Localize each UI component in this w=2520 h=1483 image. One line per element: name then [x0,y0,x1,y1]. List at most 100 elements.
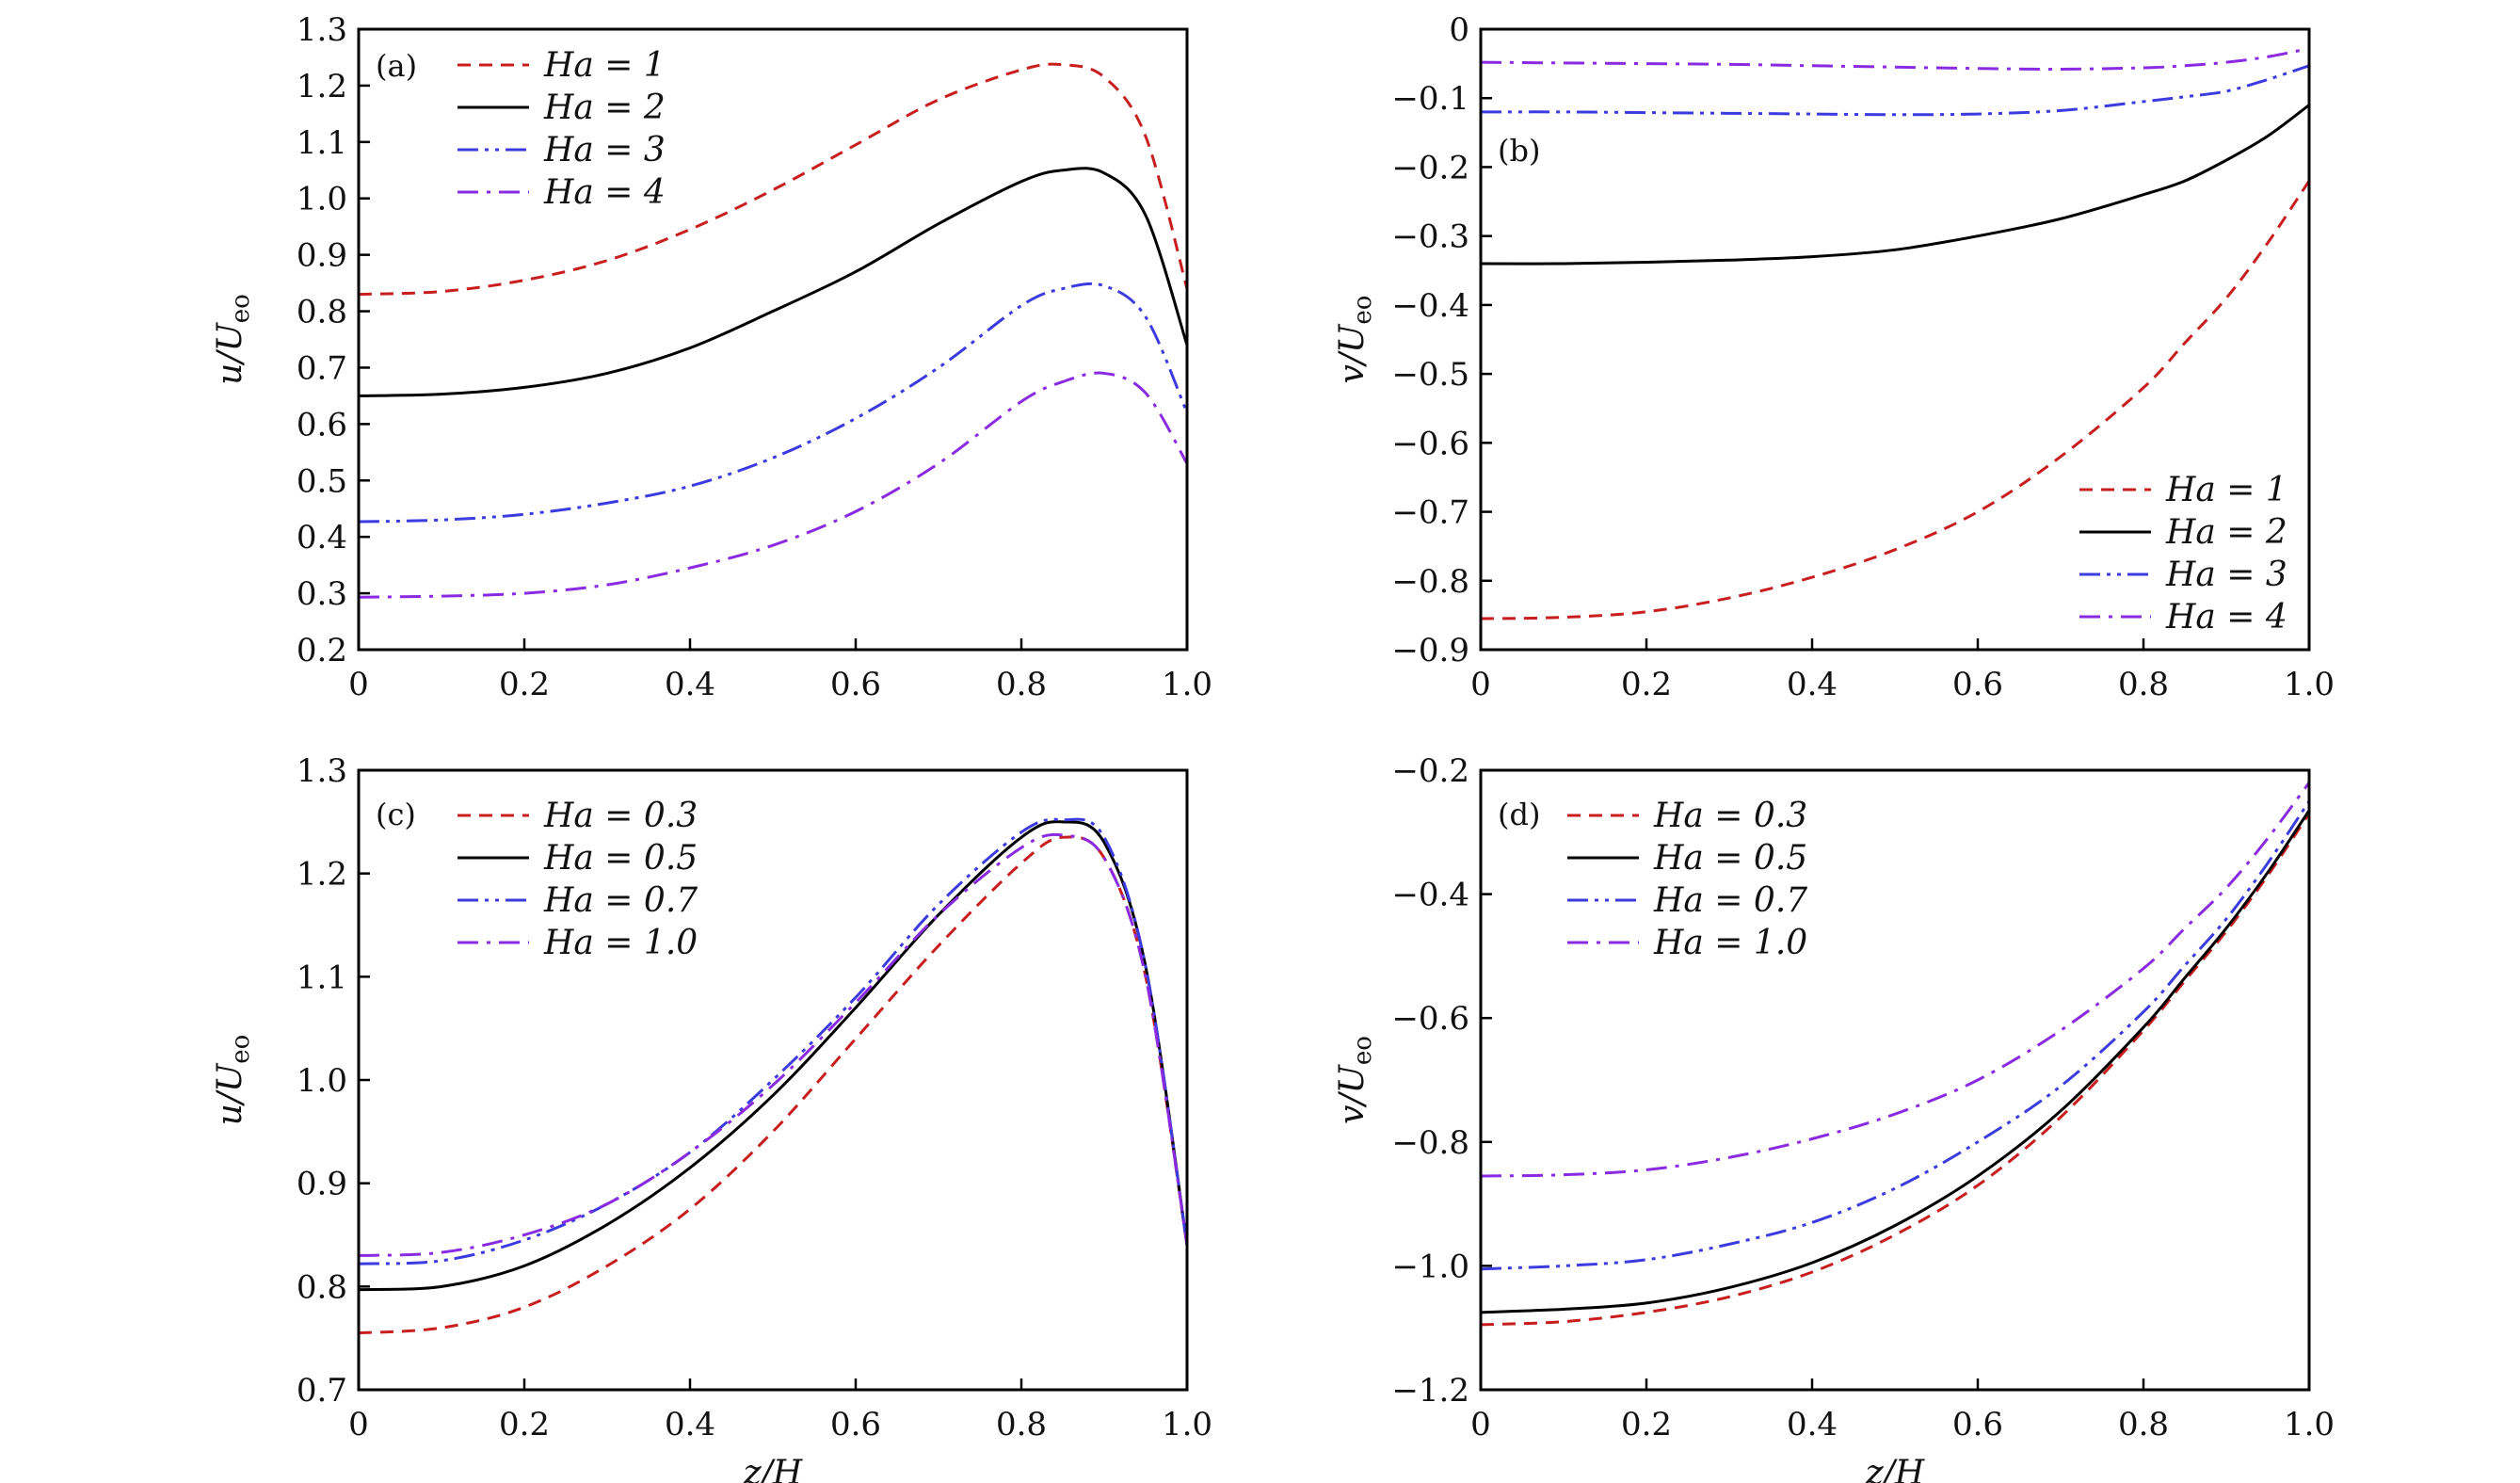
y-tick-label: 0.8 [297,1268,347,1306]
legend-item: Ha = 0.3 [457,797,698,835]
legend-label: Ha = 0.5 [543,839,698,878]
y-axis-label-main: u/U [211,322,249,385]
y-axis-label: v/Ueo [1333,1036,1377,1124]
legend-label: Ha = 0.7 [1653,881,1807,920]
y-tick-label: −0.4 [1391,287,1469,325]
x-tick-label: 0.8 [2118,666,2169,703]
series-line-ha4 [1481,47,2309,71]
x-tick-label: 0.6 [830,1406,881,1443]
x-tick-label: 0.6 [830,666,881,703]
x-tick-label: 0 [348,1406,369,1443]
legend-item: Ha = 1.0 [457,924,698,962]
legend-label: Ha = 4 [2165,598,2287,637]
panel-label: (a) [376,48,417,84]
y-tick-label: −0.2 [1391,752,1469,790]
legend-item: Ha = 3 [2079,556,2287,594]
panel-c: 0 0.2 0.4 0.6 0.8 1.0 0.7 0.8 0.9 1.0 1.1 1.2 1.3 Ha … [211,752,1212,1483]
series-line-ha1.0 [1481,782,2309,1178]
y-axis-label-main: u/U [211,1062,249,1125]
y-tick-label: −0.8 [1391,563,1469,601]
y-axis-label: u/Ueo [211,294,255,385]
x-tick-label: 1.0 [2284,1406,2335,1443]
x-tick-label: 1.0 [1162,666,1212,703]
legend-item: Ha = 4 [457,173,666,212]
legend-label: Ha = 1 [543,46,666,85]
y-tick-label: 1.1 [297,959,347,996]
x-tick-label: 1.0 [2284,666,2335,703]
y-axis-label-main: v/U [1333,323,1372,383]
legend-label: Ha = 1.0 [1653,924,1807,962]
y-tick-label: 0.9 [297,237,347,275]
y-tick-label: 1.2 [297,68,347,105]
y-tick-label: −0.8 [1391,1124,1469,1162]
series-line-ha0.7 [359,817,1187,1265]
y-tick-label: 0.6 [297,406,347,443]
legend-label: Ha = 0.3 [543,797,698,835]
legend-label: Ha = 0.7 [543,881,698,920]
legend-label: Ha = 0.3 [1653,797,1807,835]
y-tick-label: −0.3 [1391,218,1469,256]
y-axis-label-main: v/U [1333,1063,1372,1123]
x-tick-label: 0.2 [1621,1406,1672,1443]
legend-label: Ha = 1 [2165,471,2287,509]
x-tick-label: 0 [1470,666,1491,703]
series-line-ha3 [1481,64,2309,117]
y-tick-label: 0 [1449,11,1469,49]
panel-a: 0 0.2 0.4 0.6 0.8 1.00.20.30.40.50.60.70.80.9… [211,11,1212,703]
y-tick-label: 0.7 [297,349,347,387]
y-tick-label: −0.6 [1391,425,1469,462]
y-tick-label: 1.0 [297,181,347,218]
legend-item: Ha = 2 [457,89,666,127]
x-tick-label: 0.8 [996,1406,1047,1443]
series-line-ha2 [1481,104,2309,266]
x-tick-label: 0.8 [996,666,1047,703]
y-tick-label: 0.2 [297,632,347,669]
series-line-ha3 [359,282,1187,524]
series-line-ha1.0 [359,832,1187,1257]
legend-item: Ha = 3 [457,131,666,169]
series-line-ha0.7 [1481,800,2309,1271]
y-tick-label: 1.3 [297,11,347,49]
plot-frame [1479,27,2311,652]
series-line-ha1 [359,62,1187,297]
panel-label: (c) [376,797,416,832]
y-tick-label: −0.9 [1391,632,1469,669]
legend-item: Ha = 0.5 [457,839,698,878]
y-tick-label: −1.2 [1391,1372,1469,1410]
y-tick-label: 1.1 [297,124,347,162]
series-line-ha0.5 [359,820,1187,1292]
x-tick-label: 0.4 [1787,1406,1838,1443]
series-line-ha4 [359,371,1187,599]
legend-label: Ha = 1.0 [543,924,698,962]
x-tick-label: 0.2 [499,666,550,703]
legend-label: Ha = 2 [2165,513,2287,552]
panel-label: (d) [1498,797,1540,832]
y-axis-label-sub: eo [1349,296,1377,325]
y-tick-label: 1.2 [297,856,347,894]
x-axis-label: z/H [1865,1454,1925,1483]
y-axis-label-sub: eo [1349,1036,1377,1065]
x-tick-label: 0 [1470,1406,1491,1443]
y-tick-label: −0.5 [1391,356,1469,394]
series-line-ha2 [359,167,1187,397]
y-tick-label: −0.7 [1391,494,1469,532]
x-tick-label: 0.4 [665,666,715,703]
legend-label: Ha = 4 [543,173,666,212]
y-axis-label-sub: eo [227,294,255,323]
series-line-ha1 [1481,180,2309,621]
y-axis-label: u/Ueo [211,1035,255,1126]
y-tick-label: 0.9 [297,1166,347,1203]
legend-item: Ha = 1 [2079,471,2287,509]
x-tick-label: 0.6 [1952,1406,2003,1443]
legend-item: Ha = 0.5 [1567,839,1807,878]
legend-item: Ha = 4 [2079,598,2287,637]
panel-b: 0 0.2 0.4 0.6 0.8 1.0 −0.9 −0.8 −0.7 −0.6 −0.5 −0.4… [1333,11,2335,703]
plot-frame [357,27,1189,652]
panel-d: 0 0.2 0.4 0.6 0.8 1.0 −1.2 −1.0 −0.8 −0.6 −0.4 −0.2… [1333,752,2335,1483]
x-tick-label: 0.2 [1621,666,1672,703]
legend-label: Ha = 0.5 [1653,839,1807,878]
x-tick-label: 1.0 [1162,1406,1212,1443]
y-tick-label: −0.1 [1391,80,1469,118]
legend-item: Ha = 0.3 [1567,797,1807,835]
